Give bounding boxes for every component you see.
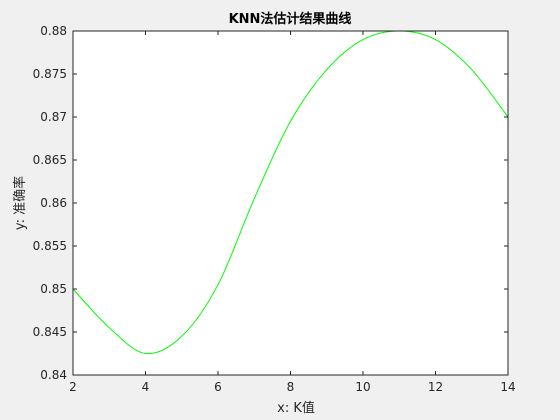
y-tick-label: 0.88 bbox=[40, 24, 67, 38]
x-tick-label: 4 bbox=[142, 380, 150, 394]
x-tick-label: 6 bbox=[214, 380, 222, 394]
ticks-layer: 2 4 6 8 10 12 14 0.84 0.845 0.85 0.855 0.86 0.865 0.8… bbox=[33, 24, 516, 394]
plot-layer bbox=[72, 30, 509, 355]
x-tick-label: 14 bbox=[500, 380, 515, 394]
y-axis-label: y: 准确率 bbox=[12, 176, 28, 230]
chart-title: KNN法估计结果曲线 bbox=[229, 11, 352, 27]
series-line bbox=[72, 30, 509, 355]
y-tick-label: 0.86 bbox=[40, 196, 67, 210]
y-tick-label: 0.855 bbox=[33, 239, 67, 253]
y-tick-label: 0.875 bbox=[33, 67, 67, 81]
x-tick-label: 10 bbox=[355, 380, 370, 394]
y-tick-label: 0.84 bbox=[40, 368, 67, 382]
axes-background bbox=[73, 31, 508, 375]
y-tick-label: 0.85 bbox=[40, 282, 67, 296]
y-tick-label: 0.865 bbox=[33, 153, 67, 167]
y-tick-label: 0.845 bbox=[33, 325, 67, 339]
x-axis-label: x: K值 bbox=[277, 400, 315, 416]
x-tick-label: 2 bbox=[69, 380, 77, 394]
y-tick-label: 0.87 bbox=[40, 110, 67, 124]
x-tick-label: 8 bbox=[287, 380, 295, 394]
x-tick-label: 12 bbox=[428, 380, 443, 394]
